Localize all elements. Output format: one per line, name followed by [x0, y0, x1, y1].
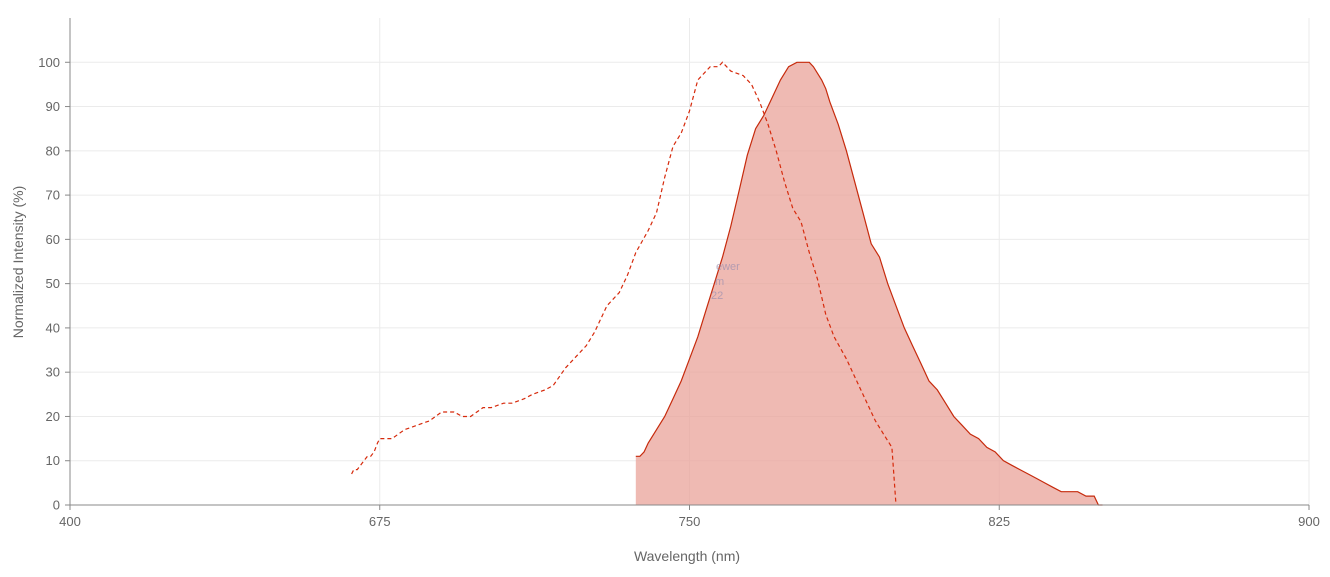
- emission-line: [635, 61, 1103, 506]
- y-tick-label: 100: [38, 55, 60, 70]
- y-axis-title: Normalized Intensity (%): [10, 186, 26, 339]
- x-tick-label: 825: [988, 514, 1010, 529]
- x-tick-label: 400: [59, 514, 81, 529]
- y-tick-label: 60: [46, 232, 60, 247]
- excitation-line: [351, 61, 897, 506]
- y-tick-label: 70: [46, 188, 60, 203]
- y-tick-label: 80: [46, 143, 60, 158]
- tick-labels: 400 675 750 825 900 0 10 20 30 40 50 60 70 80 90 100: [38, 55, 1320, 529]
- y-tick-label: 40: [46, 320, 60, 335]
- x-tick-label: 750: [679, 514, 701, 529]
- y-tick-label: 30: [46, 365, 60, 380]
- y-tick-label: 0: [53, 498, 60, 513]
- watermark-text: 22: [711, 290, 723, 302]
- watermark: ewer m 22: [711, 261, 740, 302]
- x-tick-label: 675: [369, 514, 391, 529]
- y-tick-label: 10: [46, 453, 60, 468]
- y-tick-label: 90: [46, 99, 60, 114]
- x-axis-title: Wavelength (nm): [634, 548, 740, 564]
- x-tick-label: 900: [1298, 514, 1320, 529]
- y-tick-label: 20: [46, 409, 60, 424]
- axes: [65, 18, 1310, 510]
- watermark-text: m: [715, 276, 724, 288]
- emission-area: [635, 62, 1103, 506]
- watermark-text: ewer: [716, 261, 740, 273]
- emission-area-layer: [635, 62, 1103, 506]
- y-tick-label: 50: [46, 276, 60, 291]
- series-line-layer: [351, 61, 1103, 506]
